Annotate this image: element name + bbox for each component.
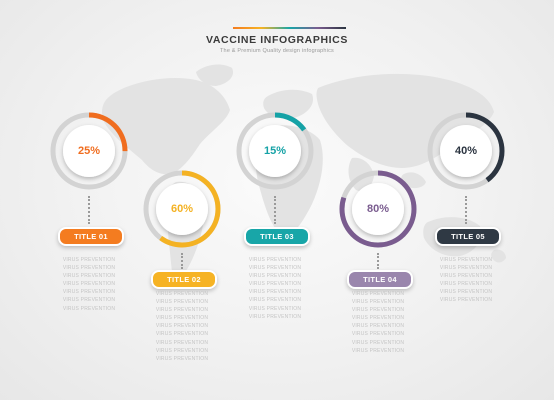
- text-line: VIRUS PREVENTION: [155, 291, 209, 297]
- percent-label-2: 60%: [170, 203, 194, 215]
- text-line: VIRUS PREVENTION: [248, 305, 302, 312]
- text-line: VIRUS PREVENTION: [155, 347, 209, 354]
- connector-line-1: [88, 196, 90, 224]
- text-line: VIRUS PREVENTION: [439, 289, 493, 296]
- progress-ring-1: [50, 112, 128, 190]
- text-lines-3: VIRUS PREVENTION VIRUS PREVENTION VIRUS …: [230, 256, 320, 321]
- text-line: VIRUS PREVENTION: [439, 273, 493, 280]
- text-line: VIRUS PREVENTION: [351, 331, 405, 338]
- title-badge-3[interactable]: TITLE 03: [244, 227, 310, 246]
- text-lines-1: VIRUS PREVENTION VIRUS PREVENTION VIRUS …: [44, 256, 134, 313]
- percent-label-5: 40%: [454, 145, 478, 157]
- connector-line-3: [274, 196, 276, 224]
- progress-ring-4: [339, 170, 417, 248]
- text-line: VIRUS PREVENTION: [351, 323, 405, 330]
- text-line: VIRUS PREVENTION: [351, 299, 405, 306]
- page-title: VACCINE INFOGRAPHICS: [206, 34, 348, 46]
- progress-ring-3: [236, 112, 314, 190]
- text-line: VIRUS PREVENTION: [439, 265, 493, 272]
- text-line: VIRUS PREVENTION: [351, 339, 405, 346]
- text-line: VIRUS PREVENTION: [248, 265, 302, 272]
- ring-progress-arc: [427, 112, 505, 190]
- ring-progress-arc: [50, 112, 128, 190]
- title-badge-5[interactable]: TITLE 05: [435, 227, 501, 246]
- text-line: VIRUS PREVENTION: [155, 307, 209, 314]
- ring-progress-arc: [339, 170, 417, 248]
- title-rule: [233, 27, 346, 29]
- connector-line-4: [377, 253, 379, 269]
- text-lines-2: VIRUS PREVENTION VIRUS PREVENTION VIRUS …: [137, 290, 227, 363]
- text-line: VIRUS PREVENTION: [155, 331, 209, 338]
- text-line: VIRUS PREVENTION: [155, 299, 209, 306]
- connector-line-5: [465, 196, 467, 224]
- text-line: VIRUS PREVENTION: [351, 291, 405, 297]
- text-line: VIRUS PREVENTION: [62, 265, 116, 272]
- percent-label-1: 25%: [77, 145, 101, 157]
- ring-inner-disc: [352, 183, 404, 235]
- text-line: VIRUS PREVENTION: [248, 281, 302, 288]
- progress-ring-2: [143, 170, 221, 248]
- title-badge-2[interactable]: TITLE 02: [151, 270, 217, 289]
- page-subtitle: The & Premium Quality design infographic…: [220, 48, 334, 54]
- text-line: VIRUS PREVENTION: [155, 315, 209, 322]
- text-lines-5: VIRUS PREVENTION VIRUS PREVENTION VIRUS …: [421, 256, 511, 305]
- text-line: VIRUS PREVENTION: [155, 339, 209, 346]
- ring-progress-arc: [143, 170, 221, 248]
- text-line: VIRUS PREVENTION: [62, 273, 116, 280]
- text-line: VIRUS PREVENTION: [351, 347, 405, 354]
- text-line: VIRUS PREVENTION: [248, 313, 302, 320]
- title-badge-4[interactable]: TITLE 04: [347, 270, 413, 289]
- text-line: VIRUS PREVENTION: [62, 297, 116, 304]
- text-lines-4: VIRUS PREVENTION VIRUS PREVENTION VIRUS …: [333, 290, 423, 355]
- text-line: VIRUS PREVENTION: [439, 297, 493, 304]
- title-badge-1[interactable]: TITLE 01: [58, 227, 124, 246]
- header: VACCINE INFOGRAPHICS The & Premium Quali…: [0, 0, 554, 60]
- progress-ring-5: [427, 112, 505, 190]
- text-line: VIRUS PREVENTION: [248, 289, 302, 296]
- text-line: VIRUS PREVENTION: [62, 257, 116, 263]
- text-line: VIRUS PREVENTION: [248, 297, 302, 304]
- ring-inner-disc: [63, 125, 115, 177]
- connector-line-2: [181, 253, 183, 269]
- text-line: VIRUS PREVENTION: [439, 257, 493, 263]
- text-line: VIRUS PREVENTION: [155, 323, 209, 330]
- ring-progress-arc: [236, 112, 314, 190]
- text-line: VIRUS PREVENTION: [62, 289, 116, 296]
- percent-label-3: 15%: [263, 145, 287, 157]
- text-line: VIRUS PREVENTION: [351, 307, 405, 314]
- text-line: VIRUS PREVENTION: [248, 273, 302, 280]
- text-line: VIRUS PREVENTION: [155, 355, 209, 362]
- text-line: VIRUS PREVENTION: [62, 305, 116, 312]
- ring-inner-disc: [440, 125, 492, 177]
- text-line: VIRUS PREVENTION: [248, 257, 302, 263]
- ring-inner-disc: [249, 125, 301, 177]
- percent-label-4: 80%: [366, 203, 390, 215]
- text-line: VIRUS PREVENTION: [439, 281, 493, 288]
- text-line: VIRUS PREVENTION: [351, 315, 405, 322]
- text-line: VIRUS PREVENTION: [62, 281, 116, 288]
- ring-inner-disc: [156, 183, 208, 235]
